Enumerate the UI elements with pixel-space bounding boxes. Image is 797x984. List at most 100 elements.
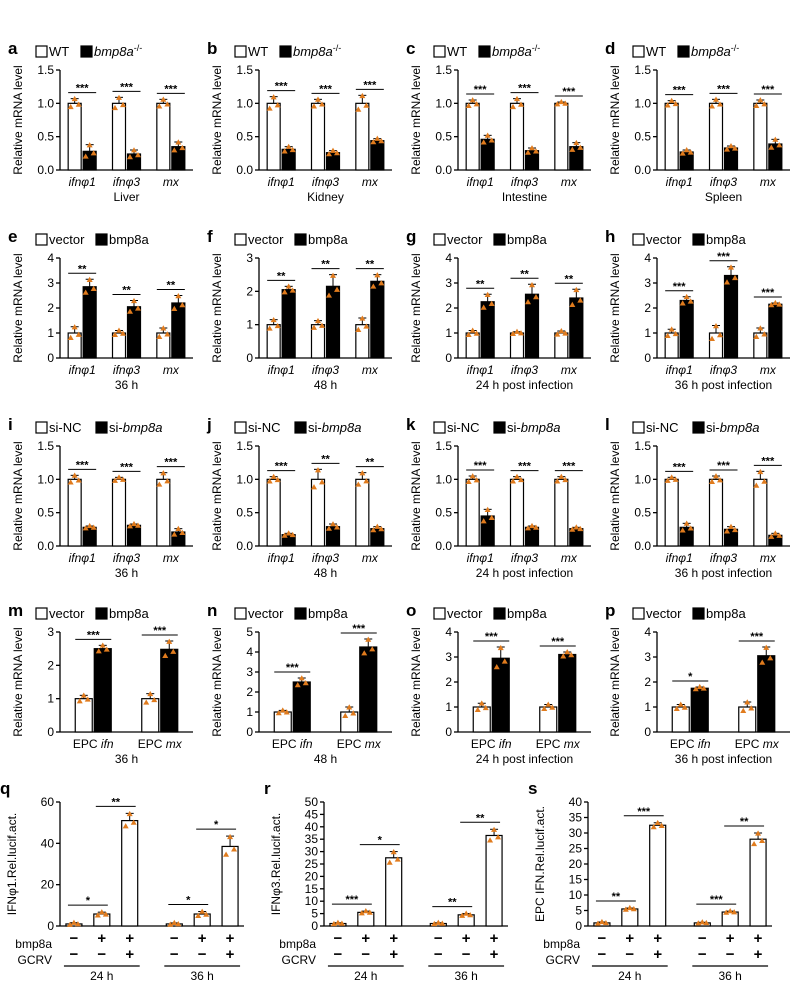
data-point xyxy=(683,293,690,300)
data-point xyxy=(95,648,102,654)
data-point xyxy=(668,474,675,480)
legend-label: vector xyxy=(447,232,483,247)
bar-open xyxy=(355,324,370,359)
gcrv-sign: − xyxy=(361,946,370,963)
significance-label: *** xyxy=(761,455,775,467)
category-label: EPC ifn xyxy=(471,737,512,751)
y-axis-label: Relative mRNA level xyxy=(210,627,224,736)
y-tick-label: 1.5 xyxy=(236,63,253,77)
bar-filled xyxy=(768,143,783,171)
data-point xyxy=(569,526,576,532)
data-point xyxy=(709,478,715,484)
legend-swatch-filled xyxy=(493,607,506,620)
data-point xyxy=(80,692,87,698)
bar-open xyxy=(355,102,370,171)
gcrv-sign: + xyxy=(389,946,398,963)
y-tick-label: 2 xyxy=(445,675,452,689)
data-point xyxy=(67,334,74,340)
data-point xyxy=(131,520,137,527)
data-point xyxy=(179,302,186,308)
significance-label: * xyxy=(86,895,91,907)
data-point xyxy=(326,292,332,298)
y-tick-label: 0.5 xyxy=(634,506,651,520)
bar-open xyxy=(509,332,525,359)
data-point xyxy=(757,97,764,103)
y-tick-label: 1 xyxy=(445,700,452,714)
data-point xyxy=(116,327,122,333)
y-tick-label: 40 xyxy=(305,820,319,834)
y-tick-label: 1.5 xyxy=(236,439,253,453)
data-point xyxy=(311,103,317,109)
data-point xyxy=(74,921,81,927)
data-point xyxy=(175,525,182,531)
data-point xyxy=(127,308,133,314)
significance-label: * xyxy=(186,895,191,907)
group-label: 24 h xyxy=(354,969,377,983)
gcrv-sign: − xyxy=(698,946,707,963)
panel-letter: c xyxy=(406,39,415,58)
x-axis-label: 48 h xyxy=(314,566,337,580)
data-point xyxy=(514,328,520,334)
x-axis-label: Liver xyxy=(113,190,139,204)
y-tick-label: 3 xyxy=(644,650,651,664)
data-point xyxy=(469,327,476,333)
data-point xyxy=(650,824,657,830)
y-tick-label: 1 xyxy=(445,326,452,340)
y-tick-label: 1 xyxy=(246,705,253,719)
y-tick-label: 4 xyxy=(644,625,651,639)
significance-label: *** xyxy=(474,460,488,472)
data-point xyxy=(696,683,703,690)
data-point xyxy=(484,506,491,512)
y-tick-label: 2 xyxy=(445,301,452,315)
data-point xyxy=(724,146,730,152)
data-point xyxy=(480,139,487,145)
panel-b: b WT bmp8a-/- 0.0 0.5 1.0 1.5 Relative mRNA lev… xyxy=(207,39,392,204)
y-tick-label: 1.0 xyxy=(435,472,452,486)
data-point xyxy=(326,151,332,157)
y-tick-label: 0 xyxy=(311,919,318,933)
significance-label: *** xyxy=(518,83,532,95)
data-point xyxy=(231,846,238,852)
y-tick-label: 35 xyxy=(569,811,583,825)
legend-label: si-bmp8a xyxy=(507,420,560,435)
y-tick-label: 2 xyxy=(246,284,253,298)
significance-label: * xyxy=(688,671,693,683)
y-tick-label: 3 xyxy=(47,276,54,290)
y-tick-label: 0.5 xyxy=(37,130,54,144)
significance-label: *** xyxy=(518,461,532,473)
category-label: ifnφ3 xyxy=(312,175,340,189)
y-tick-label: 40 xyxy=(569,795,583,809)
data-point xyxy=(525,525,531,531)
data-point xyxy=(761,331,768,337)
gcrv-sign: + xyxy=(653,946,662,963)
data-point xyxy=(568,652,575,658)
data-point xyxy=(478,700,485,706)
panel-c: c WT bmp8a-/- 0.0 0.5 1.0 1.5 Relative mRNA lev… xyxy=(406,39,591,204)
y-tick-label: 0.0 xyxy=(435,539,452,553)
data-point xyxy=(374,523,381,529)
data-point xyxy=(541,705,548,711)
bmp8a-sign: + xyxy=(97,930,106,947)
data-point xyxy=(717,332,723,338)
legend-label: vector xyxy=(447,606,483,621)
data-point xyxy=(668,326,675,332)
legend-label: WT xyxy=(248,44,268,59)
x-axis-label: 24 h post infection xyxy=(476,566,573,580)
bar-filled xyxy=(171,146,186,171)
data-point xyxy=(687,149,694,155)
data-point xyxy=(326,525,332,531)
legend-label: vector xyxy=(248,232,284,247)
gcrv-sign: − xyxy=(434,946,443,963)
data-point xyxy=(270,473,277,479)
data-point xyxy=(474,706,481,712)
category-label: ifnφ3 xyxy=(511,551,539,565)
data-point xyxy=(724,528,730,534)
data-point xyxy=(266,325,273,331)
data-point xyxy=(673,705,680,711)
panel-h: h vector bmp8a 0 1 2 3 4 Relative mRNA level *** i… xyxy=(605,227,790,392)
y-tick-label: 1.5 xyxy=(37,63,54,77)
x-axis-label: 36 h xyxy=(115,752,138,766)
data-point xyxy=(274,476,281,483)
data-point xyxy=(311,324,317,330)
bar-open xyxy=(708,102,724,171)
